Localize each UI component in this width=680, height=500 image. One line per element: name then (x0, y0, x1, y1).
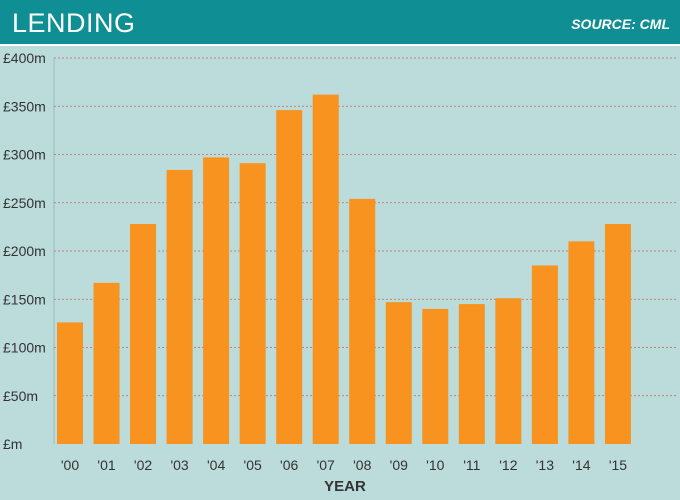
bar-chart: £m £50m £100m £150m £200m £250m £300m £350m £400… (3, 50, 676, 495)
bar (276, 110, 303, 445)
x-tick-label: '07 (317, 457, 335, 473)
y-tick-label: £400m (3, 50, 46, 66)
x-tick-label: '09 (390, 457, 408, 473)
x-tick-label: '02 (134, 457, 152, 473)
x-tick-label: '12 (499, 457, 517, 473)
x-tick-label: '05 (244, 457, 262, 473)
x-axis-label: YEAR (324, 478, 366, 495)
bar (349, 198, 376, 444)
bar (422, 308, 449, 444)
x-tick-label: '14 (572, 457, 590, 473)
y-tick-label: £250m (3, 195, 46, 211)
x-tick-label: '04 (207, 457, 225, 473)
x-tick-label: '01 (97, 457, 115, 473)
bar (568, 241, 595, 444)
bar (203, 157, 230, 444)
x-tick-label: '08 (353, 457, 371, 473)
x-tick-label: '00 (61, 457, 79, 473)
bar (495, 298, 522, 444)
bar (57, 322, 83, 444)
bar (166, 169, 193, 444)
bar (385, 302, 412, 444)
bar (458, 304, 485, 444)
x-tick-label: '15 (609, 457, 627, 473)
bar (130, 223, 157, 444)
y-tick-label: £150m (3, 291, 46, 307)
y-tick-label: £350m (3, 98, 46, 114)
bar (604, 223, 631, 444)
chart-header: LENDING SOURCE: CML (0, 0, 680, 46)
y-tick-label: £50m (3, 388, 38, 404)
bar (93, 282, 120, 444)
x-tick-label: '11 (463, 457, 480, 473)
bar (531, 265, 558, 444)
x-tick-label: '13 (536, 457, 554, 473)
y-tick-label: £200m (3, 243, 46, 259)
y-tick-label: £300m (3, 147, 46, 163)
x-tick-label: '06 (280, 457, 298, 473)
bar (312, 94, 339, 445)
y-tick-label: £100m (3, 340, 46, 356)
y-tick-label: £m (3, 436, 22, 452)
x-tick-label: '03 (170, 457, 188, 473)
chart-title: LENDING (12, 8, 136, 38)
chart-source: SOURCE: CML (571, 16, 670, 32)
x-tick-label: '10 (426, 457, 444, 473)
bar (239, 163, 266, 444)
